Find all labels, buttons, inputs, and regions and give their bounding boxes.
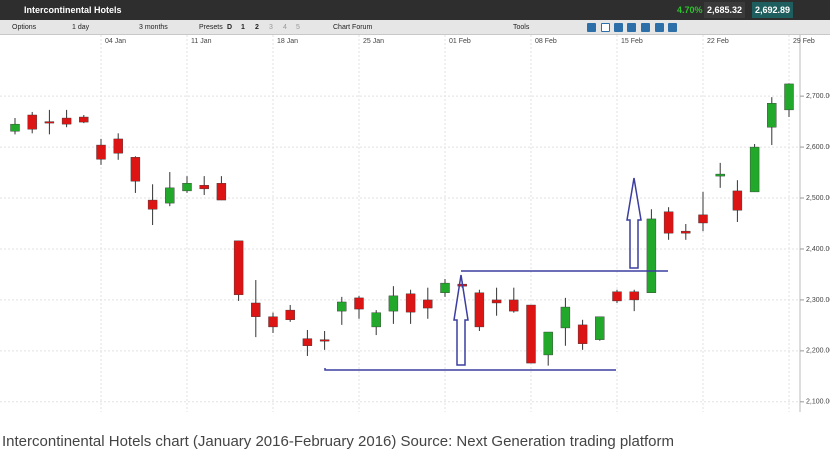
candle-body xyxy=(96,144,106,160)
y-tick-label: 2,400.00 xyxy=(806,246,830,253)
tool-icon[interactable] xyxy=(641,23,650,32)
tool-icon[interactable] xyxy=(627,23,636,32)
candle-body xyxy=(130,157,141,182)
tool-icon[interactable] xyxy=(601,23,610,32)
candle-body xyxy=(285,309,295,320)
header-bar: Intercontinental Hotels 4.70% 2,685.32 2… xyxy=(0,0,830,20)
candle-body xyxy=(233,240,244,296)
candle-body xyxy=(784,83,794,111)
candle-body xyxy=(371,312,381,328)
x-tick-label: 01 Feb xyxy=(449,38,471,45)
preset-button[interactable]: D xyxy=(227,24,233,31)
x-tick-label: 11 Jan xyxy=(191,38,212,45)
candle-body xyxy=(543,331,553,356)
candle-body xyxy=(199,185,209,190)
interval[interactable]: 1 day xyxy=(72,24,90,31)
candle-body xyxy=(27,114,37,130)
y-tick-label: 2,700.00 xyxy=(806,93,830,100)
candle-body xyxy=(749,146,760,193)
ask: 2,692.89 xyxy=(752,2,794,18)
candle-body xyxy=(337,301,347,312)
candle-body xyxy=(629,291,639,301)
x-tick-label: 25 Jan xyxy=(363,38,384,45)
candle-body xyxy=(423,299,433,309)
preset-button[interactable]: 4 xyxy=(283,24,287,31)
x-tick-label: 08 Feb xyxy=(535,38,557,45)
annotations xyxy=(324,177,668,371)
support-line xyxy=(324,368,616,371)
candle-body xyxy=(319,339,330,342)
tool-icon[interactable] xyxy=(614,23,623,32)
caption: Intercontinental Hotels chart (January 2… xyxy=(2,433,675,450)
candle-body xyxy=(44,121,55,124)
candle-body xyxy=(474,292,485,328)
candle-body xyxy=(10,123,20,132)
preset-button[interactable]: 3 xyxy=(269,24,273,31)
candle-body xyxy=(681,230,691,234)
candle-body xyxy=(595,316,605,340)
candle-body xyxy=(663,211,674,234)
candle-body xyxy=(216,183,227,201)
candle-body xyxy=(491,299,502,304)
tool-icon[interactable] xyxy=(668,23,677,32)
candle-body xyxy=(526,304,536,364)
y-tick-label: 2,500.00 xyxy=(806,195,830,202)
tools[interactable]: Tools xyxy=(513,24,530,31)
candle-body xyxy=(509,299,519,312)
x-tick-label: 22 Feb xyxy=(707,38,729,45)
chart: 2,100.00 2,200.00 2,300.00 2,400.00 2,500.00… xyxy=(0,35,830,412)
candle-body xyxy=(646,218,657,293)
tool-icon[interactable] xyxy=(587,23,596,32)
preset-button[interactable]: 2 xyxy=(255,24,259,31)
candle-body xyxy=(698,214,708,224)
y-tick-label: 2,300.00 xyxy=(806,297,830,304)
candle-body xyxy=(388,295,399,312)
candle-body xyxy=(560,306,571,329)
candle-body xyxy=(79,116,89,123)
x-tick-label: 18 Jan xyxy=(277,38,298,45)
candle-body xyxy=(715,173,725,177)
bid: 2,685.32 xyxy=(704,2,746,18)
x-tick-label: 29 Feb xyxy=(793,38,815,45)
candle-body xyxy=(182,183,192,192)
preset-button[interactable]: 5 xyxy=(296,24,300,31)
x-tick-label: 15 Feb xyxy=(621,38,643,45)
candle-body xyxy=(405,293,416,313)
candle-body xyxy=(251,302,261,317)
options[interactable]: Options xyxy=(12,24,37,31)
candle-body xyxy=(440,282,450,293)
plot-background xyxy=(0,35,830,412)
candle-body xyxy=(113,138,123,154)
candle-body xyxy=(61,117,72,125)
y-tick-label: 2,200.00 xyxy=(806,348,830,355)
candle-body xyxy=(767,103,777,128)
candle-body xyxy=(302,338,313,346)
toolbar: Options 1 day 3 months Presets D 1 2 3 4… xyxy=(0,20,830,35)
y-tick-label: 2,100.00 xyxy=(806,399,830,406)
arrow xyxy=(626,177,642,269)
x-tick-label: 04 Jan xyxy=(105,38,126,45)
candle-body xyxy=(577,324,588,344)
candle-body xyxy=(147,199,158,210)
change: 4.70% xyxy=(677,5,703,15)
chart-forum[interactable]: Chart Forum xyxy=(333,24,373,31)
candle-body xyxy=(165,187,175,204)
preset-button[interactable]: 1 xyxy=(241,24,245,31)
candle-body xyxy=(354,297,364,310)
candle-body xyxy=(268,316,278,328)
arrow xyxy=(453,274,469,366)
y-tick-label: 2,600.00 xyxy=(806,144,830,151)
candle-body xyxy=(732,190,743,211)
range[interactable]: 3 months xyxy=(139,24,168,31)
candle-body xyxy=(612,291,622,302)
instrument-title: Intercontinental Hotels xyxy=(24,5,122,15)
tool-icon[interactable] xyxy=(655,23,664,32)
presets[interactable]: Presets xyxy=(199,24,223,31)
